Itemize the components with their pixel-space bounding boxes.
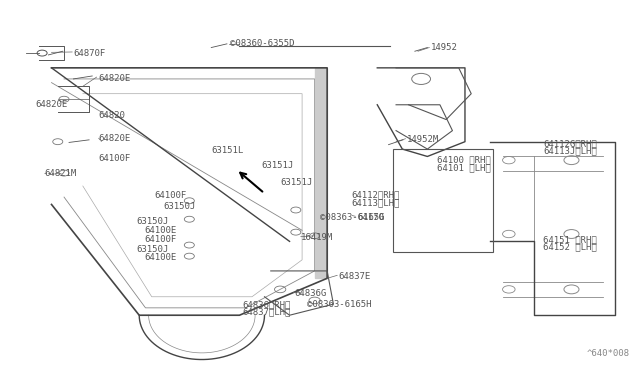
Text: 64837E: 64837E xyxy=(339,272,371,281)
Bar xyxy=(393,149,493,253)
Text: 64100F: 64100F xyxy=(99,154,131,163)
Text: ^640*008: ^640*008 xyxy=(587,350,630,359)
Text: 64870F: 64870F xyxy=(74,49,106,58)
Text: 64820E: 64820E xyxy=(36,100,68,109)
Text: 64170: 64170 xyxy=(357,213,384,222)
Text: 64101 〈LH〉: 64101 〈LH〉 xyxy=(436,163,490,172)
Text: 64820E: 64820E xyxy=(99,134,131,142)
Text: 63150J: 63150J xyxy=(163,202,195,211)
Text: 64113〈LH〉: 64113〈LH〉 xyxy=(351,198,399,207)
Text: 63150J: 63150J xyxy=(136,217,168,225)
Text: 64112G〈RH〉: 64112G〈RH〉 xyxy=(543,139,597,148)
Text: ©08363-6165H: ©08363-6165H xyxy=(307,300,372,310)
Text: 63151L: 63151L xyxy=(211,147,243,155)
Text: 64820E: 64820E xyxy=(99,74,131,83)
Text: 64100F: 64100F xyxy=(155,191,187,200)
Text: 64821M: 64821M xyxy=(44,169,76,177)
Text: 64151 〈RH〉: 64151 〈RH〉 xyxy=(543,235,597,244)
Text: 64113J〈LH〉: 64113J〈LH〉 xyxy=(543,147,597,155)
Text: 64100 〈RH〉: 64100 〈RH〉 xyxy=(436,155,490,165)
Text: 64836〈RH〉: 64836〈RH〉 xyxy=(243,300,291,310)
Text: 63151J: 63151J xyxy=(280,178,312,187)
Text: 64836G: 64836G xyxy=(294,289,327,298)
Text: 14952M: 14952M xyxy=(407,135,440,144)
Text: 63150J: 63150J xyxy=(136,245,168,254)
Text: 64100E: 64100E xyxy=(144,226,177,235)
Text: 64112〈RH〉: 64112〈RH〉 xyxy=(351,191,399,200)
Text: 16419M: 16419M xyxy=(301,233,333,242)
Text: 14952: 14952 xyxy=(431,43,458,52)
Text: ©08363-6165G: ©08363-6165G xyxy=(319,213,384,222)
Text: ©08360-6355D: ©08360-6355D xyxy=(230,39,294,48)
Text: 64100F: 64100F xyxy=(144,235,177,244)
Text: 64100E: 64100E xyxy=(144,253,177,263)
Text: 64820: 64820 xyxy=(99,111,125,121)
Text: 63151J: 63151J xyxy=(261,161,294,170)
Text: 64152 〈LH〉: 64152 〈LH〉 xyxy=(543,243,597,251)
Polygon shape xyxy=(315,68,327,278)
Text: 64837〈LH〉: 64837〈LH〉 xyxy=(243,308,291,317)
